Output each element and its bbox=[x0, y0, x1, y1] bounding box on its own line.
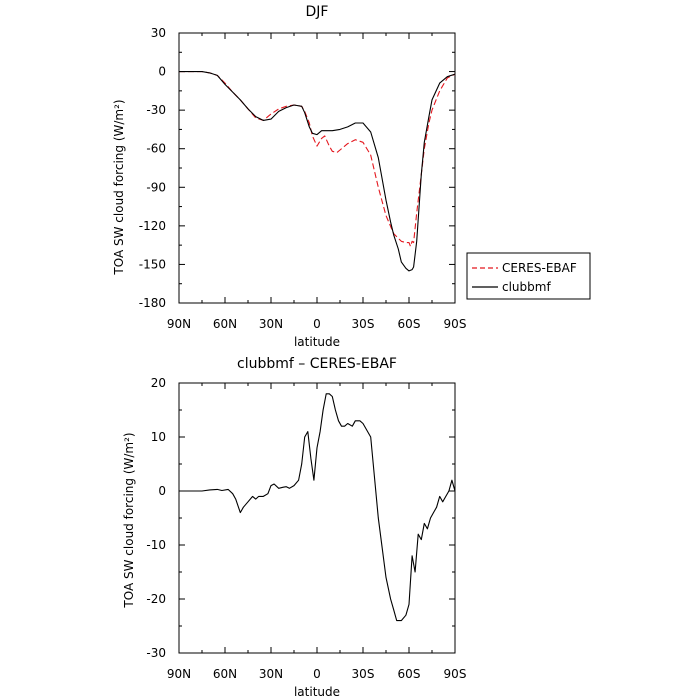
x-tick-label: 60S bbox=[398, 317, 421, 331]
y-tick-label: 0 bbox=[158, 484, 166, 498]
y-tick-label: -120 bbox=[139, 219, 166, 233]
difference-series-line bbox=[179, 393, 456, 622]
chart-title: DJF bbox=[306, 4, 329, 20]
y-axis-title: TOA SW cloud forcing (W/m²) bbox=[112, 99, 126, 275]
djf-panel: DJF TOA SW cloud forcing (W/m²) latitude… bbox=[112, 4, 466, 349]
x-tick-label: 60S bbox=[398, 667, 421, 681]
y-tick-label: -60 bbox=[146, 142, 166, 156]
legend-label: clubbmf bbox=[502, 280, 551, 294]
y-tick-label: -90 bbox=[146, 180, 166, 194]
x-tick-label: 90S bbox=[444, 667, 467, 681]
y-tick-label: 0 bbox=[158, 65, 166, 79]
x-tick-label: 90N bbox=[167, 317, 191, 331]
x-tick-label: 30S bbox=[352, 667, 375, 681]
y-tick-label: -150 bbox=[139, 257, 166, 271]
y-tick-label: 30 bbox=[151, 26, 166, 40]
legend-box bbox=[466, 252, 591, 300]
ceres-ebaf-series-line bbox=[179, 71, 456, 247]
y-axis-title: TOA SW cloud forcing (W/m²) bbox=[122, 432, 136, 608]
x-axis-title: latitude bbox=[294, 685, 340, 699]
y-tick-label: -10 bbox=[146, 538, 166, 552]
x-tick-label: 0 bbox=[313, 667, 321, 681]
difference-panel: clubbmf – CERES-EBAF TOA SW cloud forcin… bbox=[122, 356, 466, 699]
clubbmf-series-line bbox=[179, 71, 456, 272]
y-tick-label: -180 bbox=[139, 296, 166, 310]
legend: CERES-EBAF clubbmf bbox=[466, 252, 591, 300]
x-tick-label: 60N bbox=[213, 667, 237, 681]
x-tick-label: 30N bbox=[259, 317, 283, 331]
x-tick-label: 90N bbox=[167, 667, 191, 681]
x-axis-title: latitude bbox=[294, 335, 340, 349]
plot-frame bbox=[178, 382, 456, 654]
y-tick-label: 20 bbox=[151, 376, 166, 390]
legend-label: CERES-EBAF bbox=[502, 261, 577, 275]
x-tick-label: 0 bbox=[313, 317, 321, 331]
chart-title: clubbmf – CERES-EBAF bbox=[237, 356, 397, 372]
y-tick-label: 10 bbox=[151, 430, 166, 444]
y-tick-label: -30 bbox=[146, 103, 166, 117]
x-tick-label: 30S bbox=[352, 317, 375, 331]
x-tick-label: 60N bbox=[213, 317, 237, 331]
y-tick-label: -30 bbox=[146, 646, 166, 660]
x-tick-label: 90S bbox=[444, 317, 467, 331]
x-tick-label: 30N bbox=[259, 667, 283, 681]
y-tick-label: -20 bbox=[146, 592, 166, 606]
